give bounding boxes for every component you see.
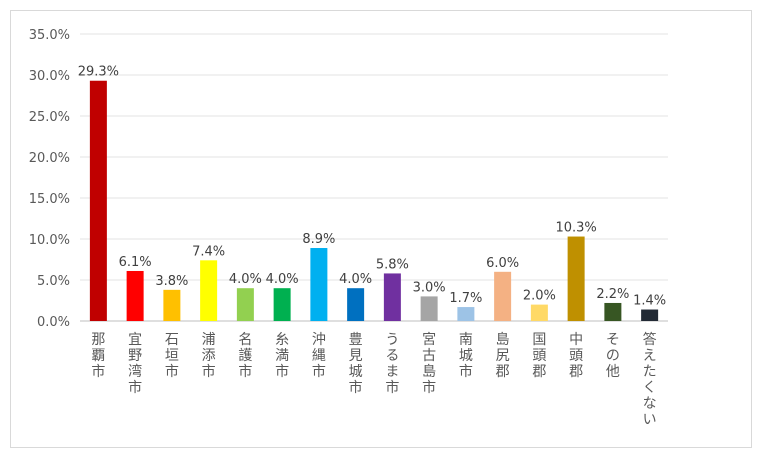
y-tick-label: 30.0% — [29, 69, 70, 84]
data-label: 5.8% — [376, 257, 409, 272]
category-label: 答えたくない — [643, 331, 657, 428]
x-axis: 那覇市 宜野湾市 石垣市 浦添市 名護市 糸満市 沖縄市 豊見城市 うるま市 宮古島市 南城市 島尻郡… — [91, 331, 656, 428]
data-label: 4.0% — [229, 272, 262, 287]
category-label: 国頭郡 — [532, 332, 546, 380]
bar — [163, 289, 181, 321]
bar — [457, 307, 475, 321]
category-label: 沖縄市 — [312, 332, 326, 380]
bar — [236, 288, 254, 321]
bar — [641, 309, 659, 321]
bar — [347, 288, 365, 321]
y-tick-label: 25.0% — [29, 110, 70, 125]
data-label: 4.0% — [266, 272, 299, 287]
bar — [530, 304, 548, 321]
data-label: 6.0% — [486, 256, 519, 271]
bar — [200, 260, 218, 321]
bar — [273, 288, 291, 321]
category-label: 豊見城市 — [349, 332, 363, 396]
data-label: 6.1% — [119, 255, 152, 270]
category-label: 那覇市 — [91, 332, 105, 380]
category-label: 中頭郡 — [569, 332, 583, 380]
data-label: 29.3% — [78, 65, 119, 80]
category-label: 浦添市 — [202, 332, 216, 380]
category-label: 名護市 — [238, 332, 252, 380]
data-label: 7.4% — [192, 244, 225, 259]
data-label: 4.0% — [339, 272, 372, 287]
bars — [89, 80, 659, 322]
category-label: その他 — [606, 332, 620, 380]
bar — [567, 236, 585, 321]
bar — [89, 80, 107, 322]
category-label: 糸満市 — [275, 332, 289, 380]
data-label: 3.0% — [413, 280, 446, 295]
bar — [604, 302, 622, 321]
data-label: 1.4% — [633, 294, 666, 309]
y-tick-label: 0.0% — [37, 315, 70, 330]
data-label: 2.2% — [596, 287, 629, 302]
category-label: 石垣市 — [165, 332, 179, 380]
bar — [310, 248, 328, 321]
category-label: うるま市 — [385, 332, 399, 396]
data-label: 8.9% — [302, 232, 335, 247]
y-axis: 0.0% 5.0% 10.0% 15.0% 20.0% 25.0% 30.0% 35.0% — [29, 28, 70, 330]
y-tick-label: 10.0% — [29, 233, 70, 248]
bar — [420, 296, 438, 321]
data-label: 2.0% — [523, 289, 556, 304]
data-label: 3.8% — [155, 274, 188, 289]
y-tick-label: 20.0% — [29, 151, 70, 166]
data-label: 10.3% — [555, 221, 596, 236]
bar — [126, 270, 144, 321]
y-tick-label: 35.0% — [29, 28, 70, 43]
data-labels: 29.3% 6.1%3.8% 7.4% 4.0% 4.0% 8.9% 4.0% 5.8% 3.0… — [78, 65, 666, 309]
category-label: 宮古島市 — [422, 332, 436, 396]
category-label: 宜野湾市 — [128, 332, 142, 396]
category-label: 島尻郡 — [496, 332, 510, 380]
data-label: 1.7% — [449, 291, 482, 306]
category-label: 南城市 — [459, 332, 473, 380]
chart-frame — [10, 10, 752, 448]
y-tick-label: 5.0% — [37, 274, 70, 289]
bar — [383, 273, 401, 321]
y-tick-label: 15.0% — [29, 192, 70, 207]
bar — [494, 271, 512, 321]
